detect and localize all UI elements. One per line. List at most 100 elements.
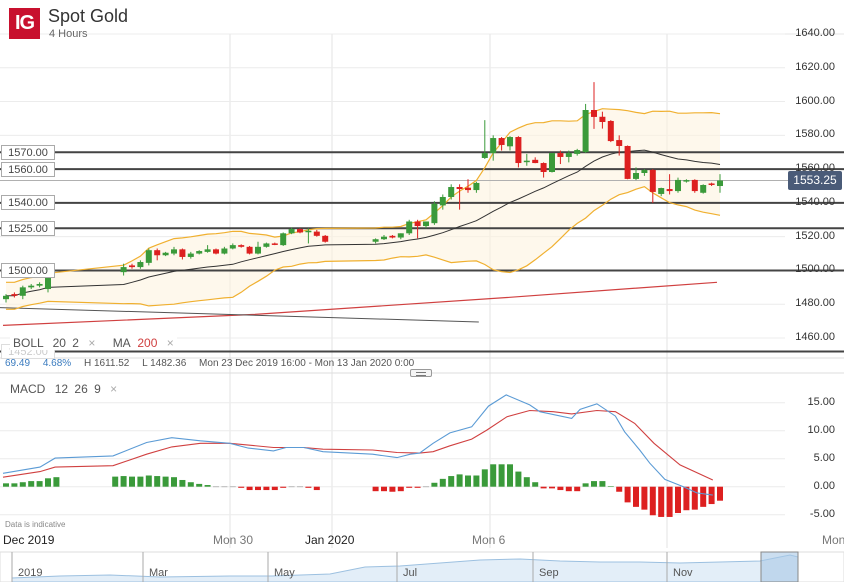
price-level-label[interactable]: 1500.00 bbox=[1, 262, 55, 278]
price-tick-label: 1520.00 bbox=[795, 229, 835, 242]
macd-histogram-bar bbox=[162, 476, 169, 487]
candle-up bbox=[574, 150, 581, 154]
macd-histogram-bar bbox=[574, 486, 581, 492]
macd-tick-label: 15.00 bbox=[807, 395, 835, 408]
candle-down bbox=[389, 235, 396, 238]
macd-histogram-bar bbox=[187, 482, 194, 487]
ma-name: MA bbox=[112, 336, 131, 350]
candle-down bbox=[649, 169, 656, 192]
candle-down bbox=[154, 250, 161, 256]
candle-down bbox=[313, 231, 320, 236]
macd-legend[interactable]: MACD 12 26 9 × bbox=[10, 382, 117, 396]
macd-histogram-bar bbox=[263, 486, 270, 491]
macd-histogram-bar bbox=[204, 485, 211, 487]
macd-name: MACD bbox=[10, 382, 46, 396]
price-tick-label: 1500.00 bbox=[795, 263, 835, 276]
macd-histogram-bar bbox=[532, 482, 539, 487]
candle-up bbox=[582, 110, 589, 153]
macd-histogram-bar bbox=[28, 481, 35, 487]
candle-up bbox=[36, 283, 43, 286]
macd-histogram-bar bbox=[565, 486, 572, 492]
macd-histogram-bar bbox=[641, 486, 648, 510]
candle-down bbox=[532, 159, 539, 164]
macd-histogram-bar bbox=[607, 486, 614, 487]
macd-histogram-bar bbox=[557, 486, 564, 491]
panel-resize-handle[interactable] bbox=[410, 369, 432, 377]
macd-histogram-bar bbox=[700, 486, 707, 507]
macd-line bbox=[2, 394, 713, 496]
price-tick-label: 1640.00 bbox=[795, 27, 835, 39]
candle-up bbox=[633, 173, 639, 179]
price-tick-label: 1540.00 bbox=[795, 195, 835, 208]
candle-up bbox=[221, 248, 228, 254]
instrument-title: Spot Gold bbox=[48, 6, 129, 26]
price-level-label[interactable]: 1570.00 bbox=[1, 144, 55, 160]
date-range: Mon 23 Dec 2019 16:00 - Mon 13 Jan 2020 … bbox=[199, 358, 415, 369]
candle-up bbox=[406, 221, 413, 234]
price-level-label[interactable]: 1525.00 bbox=[1, 220, 55, 236]
macd-histogram-bar bbox=[238, 486, 245, 488]
candle-up bbox=[196, 251, 203, 254]
macd-histogram-bar bbox=[271, 486, 278, 491]
macd-tick-label: -5.00 bbox=[809, 507, 835, 520]
candle-up bbox=[3, 295, 9, 300]
candle-down bbox=[271, 243, 278, 245]
macd-histogram-bar bbox=[305, 486, 312, 488]
macd-histogram-bar bbox=[389, 486, 396, 492]
candle-up bbox=[507, 137, 513, 147]
candle-up bbox=[255, 246, 261, 254]
navigator-month-label: Mar bbox=[149, 567, 168, 579]
candle-up bbox=[490, 138, 497, 154]
macd-tick-label: 5.00 bbox=[813, 451, 835, 464]
macd-histogram-bar bbox=[490, 464, 497, 487]
candle-up bbox=[120, 267, 127, 273]
price-level-label[interactable]: 1560.00 bbox=[1, 161, 55, 177]
macd-histogram-bar bbox=[498, 464, 505, 487]
navigator-month-label: Jul bbox=[403, 567, 418, 579]
candle-up bbox=[162, 252, 169, 256]
candle-up bbox=[19, 287, 26, 296]
macd-histogram-bar bbox=[549, 486, 555, 489]
macd-histogram-bar bbox=[666, 486, 673, 517]
candle-up bbox=[137, 262, 144, 268]
macd-histogram-bar bbox=[633, 486, 639, 507]
macd-histogram-bar bbox=[591, 481, 597, 487]
macd-histogram-bar bbox=[11, 483, 18, 487]
candle-up bbox=[717, 180, 723, 187]
ma200-line bbox=[2, 281, 718, 326]
change-value: 69.49 bbox=[5, 358, 31, 369]
price-tick-label: 1460.00 bbox=[795, 331, 835, 344]
candle-down bbox=[498, 138, 505, 145]
candle-down bbox=[456, 187, 463, 190]
candle-down bbox=[624, 145, 631, 179]
macd-histogram-bar bbox=[414, 486, 421, 488]
candle-up bbox=[565, 153, 572, 157]
candle-up bbox=[280, 233, 287, 246]
candle-up bbox=[263, 243, 270, 247]
macd-histogram-bar bbox=[313, 486, 320, 491]
price-tick-label: 1480.00 bbox=[795, 297, 835, 310]
macd-histogram-bar bbox=[280, 486, 287, 488]
ig-logo: IG bbox=[9, 8, 40, 39]
candle-up bbox=[204, 249, 211, 252]
price-tick-label: 1600.00 bbox=[795, 94, 835, 107]
candle-down bbox=[246, 246, 253, 254]
candle-up bbox=[171, 249, 177, 254]
candle-up bbox=[700, 184, 707, 193]
candle-down bbox=[179, 249, 186, 257]
candle-down bbox=[599, 116, 606, 122]
trend-line bbox=[0, 307, 479, 323]
remove-macd-close-icon[interactable]: × bbox=[110, 382, 118, 396]
timeframe-label[interactable]: 4 Hours bbox=[49, 28, 88, 40]
remove-boll-close-icon[interactable]: × bbox=[88, 336, 96, 350]
boll-legend[interactable]: BOLL 20 2 × MA 200 × bbox=[10, 336, 177, 350]
macd-histogram-bar bbox=[649, 486, 656, 516]
macd-histogram-bar bbox=[112, 476, 119, 487]
remove-ma-close-icon[interactable]: × bbox=[166, 336, 174, 350]
candle-up bbox=[523, 160, 530, 163]
macd-histogram-bar bbox=[456, 474, 463, 487]
price-level-label[interactable]: 1540.00 bbox=[1, 195, 55, 211]
candle-up bbox=[372, 239, 379, 242]
high-value: H 1611.52 bbox=[83, 358, 130, 369]
